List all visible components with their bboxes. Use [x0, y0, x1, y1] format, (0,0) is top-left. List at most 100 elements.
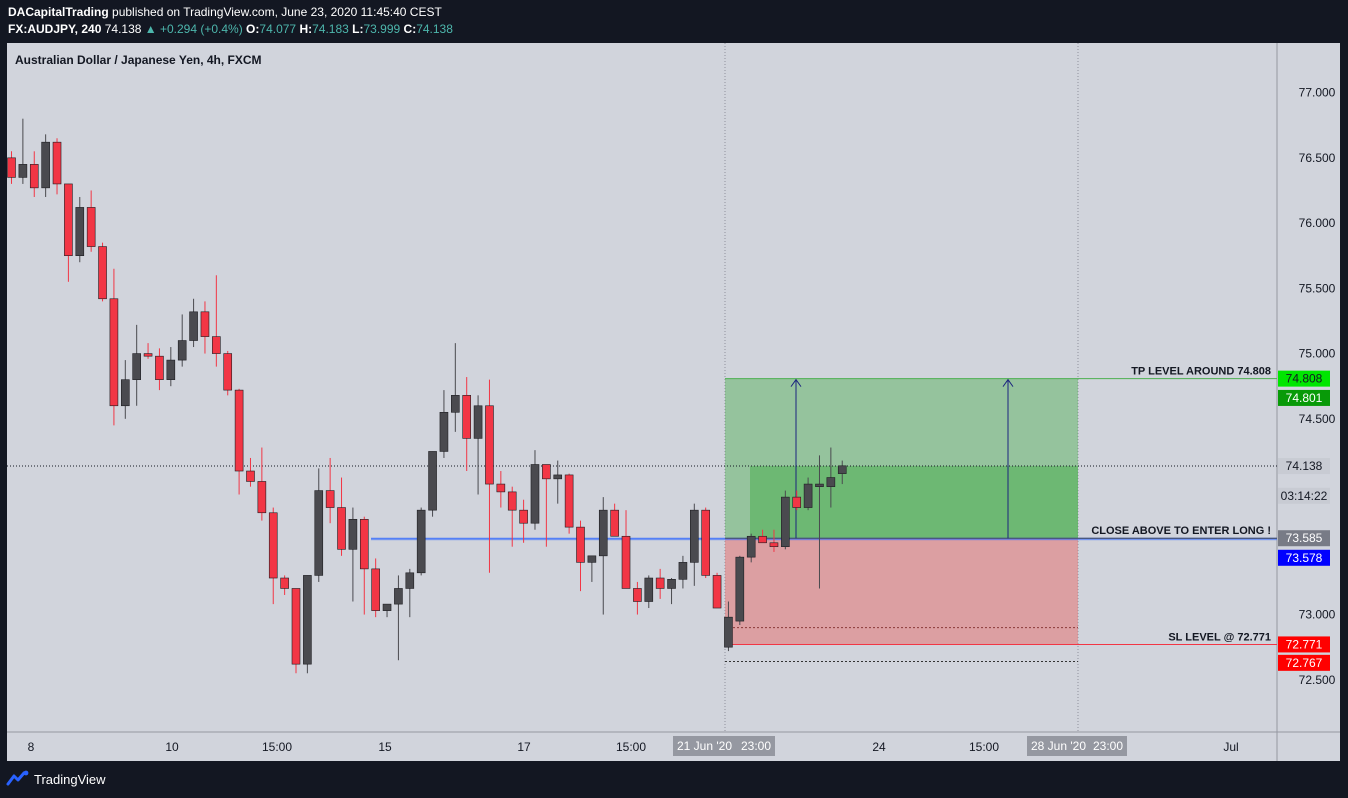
candle-body[interactable] — [439, 411, 449, 452]
candle-body[interactable] — [189, 311, 198, 341]
candle-body[interactable] — [451, 395, 460, 413]
candle-body[interactable] — [712, 575, 722, 609]
candle-body[interactable] — [98, 246, 107, 300]
candle-body[interactable] — [109, 298, 119, 407]
candle-body[interactable] — [394, 588, 403, 605]
candle-body[interactable] — [667, 579, 676, 589]
candle-body[interactable] — [598, 509, 608, 557]
candle-body[interactable] — [371, 568, 380, 611]
candle-body[interactable] — [212, 336, 221, 354]
y-tick-label: 75.000 — [1299, 347, 1336, 361]
price-tag-bg[interactable] — [1278, 458, 1330, 475]
candle-body[interactable] — [86, 207, 96, 247]
candle-body[interactable] — [724, 616, 733, 648]
candle-body[interactable] — [496, 483, 506, 493]
y-tick-label: 77.000 — [1299, 86, 1336, 100]
candle-body[interactable] — [280, 577, 289, 589]
candle-body[interactable] — [530, 464, 540, 524]
candle-body[interactable] — [7, 157, 16, 178]
candle-body[interactable] — [41, 141, 50, 189]
date-badge-bg[interactable] — [673, 736, 775, 756]
author-name[interactable]: DACapitalTrading — [8, 5, 109, 19]
price-tag-label: 74.808 — [1286, 372, 1323, 386]
candle-body[interactable] — [257, 481, 267, 514]
candle-body[interactable] — [519, 509, 528, 524]
chart-background — [7, 43, 1340, 761]
candle-body[interactable] — [701, 509, 710, 576]
candle-body[interactable] — [246, 470, 255, 482]
price-tag-bg[interactable] — [1278, 389, 1330, 406]
candle-body[interactable] — [359, 518, 369, 570]
candle-body[interactable] — [29, 164, 39, 189]
candle-body[interactable] — [655, 577, 665, 589]
price-tag-bg[interactable] — [1278, 487, 1330, 504]
candle-body[interactable] — [291, 588, 301, 665]
candle-body[interactable] — [223, 353, 233, 391]
candle-body[interactable] — [815, 483, 824, 487]
candle-body[interactable] — [473, 405, 483, 439]
candle-body[interactable] — [507, 491, 517, 511]
candle-body[interactable] — [644, 577, 654, 602]
candle-body[interactable] — [166, 359, 176, 380]
price-tag-bg[interactable] — [1278, 549, 1330, 566]
candle-body[interactable] — [64, 183, 73, 257]
candle-body[interactable] — [382, 603, 392, 611]
candle-body[interactable] — [268, 512, 278, 579]
candle-body[interactable] — [553, 474, 563, 480]
chart-area[interactable]: TP LEVEL AROUND 74.808 CLOSE ABOVE TO ENT… — [7, 43, 1340, 761]
candle-body[interactable] — [314, 490, 324, 576]
candle-body[interactable] — [633, 588, 642, 602]
candle-body[interactable] — [485, 405, 494, 485]
candle-body[interactable] — [325, 490, 335, 508]
candle-body[interactable] — [735, 556, 745, 622]
candle-body[interactable] — [132, 353, 141, 380]
tradingview-logo-icon[interactable] — [6, 770, 30, 788]
candle-body[interactable] — [428, 451, 437, 511]
y-tick-label: 74.500 — [1299, 412, 1336, 426]
candle-body[interactable] — [826, 477, 836, 487]
candle-body[interactable] — [303, 575, 312, 665]
candle-body[interactable] — [564, 474, 574, 528]
candle-body[interactable] — [803, 483, 813, 508]
candle-body[interactable] — [75, 207, 85, 257]
candle-body[interactable] — [405, 572, 415, 589]
date-badge-bg[interactable] — [1027, 736, 1127, 756]
candle-body[interactable] — [758, 535, 767, 544]
price-tag-bg[interactable] — [1278, 370, 1330, 387]
candle-body[interactable] — [689, 509, 699, 563]
candle-body[interactable] — [52, 141, 62, 185]
candlestick-chart[interactable]: TP LEVEL AROUND 74.808 CLOSE ABOVE TO ENT… — [7, 43, 1340, 761]
candle-body[interactable] — [576, 526, 585, 563]
candle-body[interactable] — [337, 507, 346, 550]
candle-body[interactable] — [837, 465, 847, 474]
candle-body[interactable] — [610, 509, 619, 537]
price-tag-bg[interactable] — [1278, 530, 1330, 547]
stop-loss-zone[interactable] — [725, 538, 1078, 645]
candle-body[interactable] — [781, 496, 790, 548]
price-tag-bg[interactable] — [1278, 636, 1330, 653]
footer-brand[interactable]: TradingView — [34, 772, 106, 787]
candle-body[interactable] — [234, 389, 244, 472]
candle-body[interactable] — [792, 496, 802, 508]
candle-body[interactable] — [678, 562, 688, 580]
candle-body[interactable] — [462, 395, 472, 439]
candle-body[interactable] — [416, 509, 426, 574]
candle-body[interactable] — [769, 542, 779, 548]
candle-body[interactable] — [587, 555, 597, 563]
candle-body[interactable] — [143, 353, 153, 357]
candle-body[interactable] — [121, 379, 130, 407]
x-tick-label: Jul — [1223, 740, 1238, 754]
annotation-label-1[interactable]: TP LEVEL AROUND 74.808 — [1131, 366, 1271, 378]
annotation-label-2[interactable]: CLOSE ABOVE TO ENTER LONG ! — [1091, 525, 1271, 537]
candle-body[interactable] — [746, 535, 756, 558]
price-tag-bg[interactable] — [1278, 654, 1330, 671]
symbol-info: FX:AUDJPY, 240 74.138 ▲ +0.294 (+0.4%) O… — [8, 22, 453, 36]
candle-body[interactable] — [177, 340, 187, 361]
candle-body[interactable] — [542, 464, 551, 480]
candle-body[interactable] — [200, 311, 210, 337]
annotation-label-3[interactable]: SL LEVEL @ 72.771 — [1168, 631, 1271, 643]
candle-body[interactable] — [155, 355, 164, 380]
candle-body[interactable] — [621, 535, 631, 589]
candle-body[interactable] — [348, 518, 358, 550]
candle-body[interactable] — [18, 164, 28, 178]
